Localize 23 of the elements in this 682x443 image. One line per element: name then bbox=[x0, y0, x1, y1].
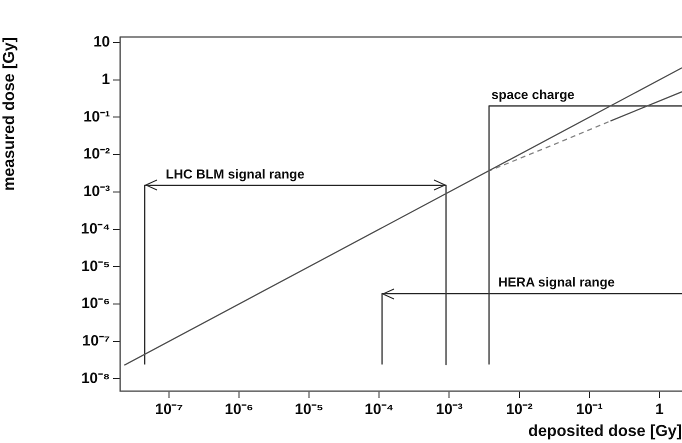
x-axis-title: deposited dose [Gy] bbox=[528, 422, 682, 440]
annotation: LHC BLM signal range bbox=[166, 166, 304, 182]
y-tick-label: 10⁻⁶ bbox=[81, 295, 110, 312]
x-tick-label: 10⁻⁴ bbox=[364, 401, 394, 418]
y-axis-title: measured dose [Gy] bbox=[1, 37, 18, 191]
x-tick-label: 10⁻¹ bbox=[576, 401, 603, 418]
annotation: space charge bbox=[491, 87, 575, 102]
y-tick-label: 10⁻⁸ bbox=[81, 370, 110, 387]
y-tick-label: 10⁻⁴ bbox=[80, 220, 110, 238]
y-tick-label: 10⁻³ bbox=[83, 183, 110, 200]
x-tick-label: 10⁻⁶ bbox=[224, 401, 254, 418]
y-tick-label: 10⁻¹ bbox=[83, 108, 110, 126]
x-tick-label: 10⁻³ bbox=[436, 401, 463, 418]
y-tick-label: 10⁻² bbox=[83, 146, 110, 163]
y-tick-label: 10⁻⁵ bbox=[81, 258, 110, 275]
x-tick-label: 10⁻⁷ bbox=[155, 401, 183, 418]
y-tick-label: 10 bbox=[93, 34, 110, 51]
y-tick-label: 10⁻⁷ bbox=[82, 332, 110, 350]
x-tick-label: 10⁻⁵ bbox=[294, 401, 324, 418]
annotation: HERA signal range bbox=[498, 274, 615, 290]
x-tick-label: 1 bbox=[655, 401, 664, 418]
y-tick-label: 1 bbox=[102, 70, 110, 88]
x-tick-label: 10⁻² bbox=[506, 401, 533, 418]
